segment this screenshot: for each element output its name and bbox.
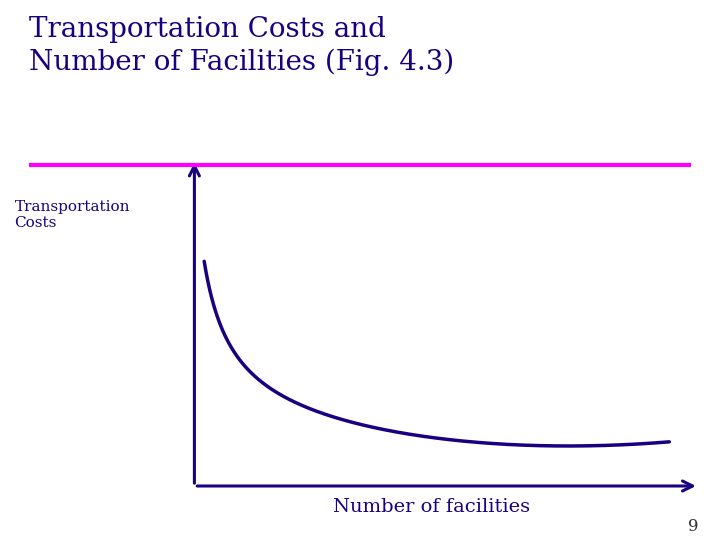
Text: Transportation Costs and
Number of Facilities (Fig. 4.3): Transportation Costs and Number of Facil… (29, 16, 454, 76)
Text: Transportation
Costs: Transportation Costs (14, 200, 130, 230)
Text: Number of facilities: Number of facilities (333, 498, 531, 516)
Text: 9: 9 (688, 518, 698, 535)
